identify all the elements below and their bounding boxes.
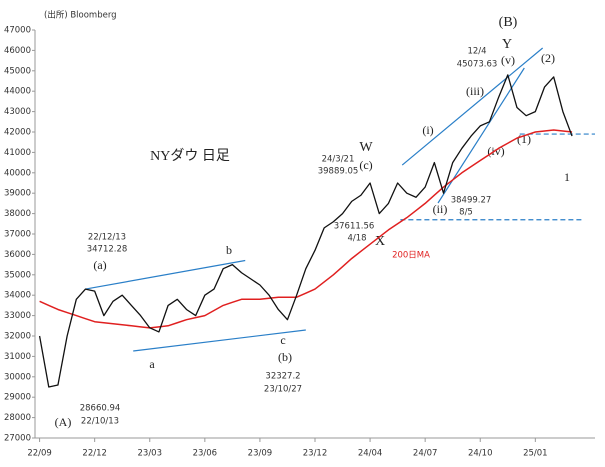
y-tick-label: 27000 <box>4 434 31 444</box>
y-tick-label: 40000 <box>4 168 31 178</box>
x-tick-label: 22/12 <box>82 449 107 459</box>
price-note: 38499.27 <box>451 196 492 206</box>
wave-label: (v) <box>501 53 515 67</box>
wave-label: (a) <box>93 258 106 272</box>
x-tick-label: 23/06 <box>193 449 218 459</box>
x-tick-label: 24/04 <box>358 449 383 459</box>
trend-line <box>133 329 306 352</box>
source: (出所) Bloomberg <box>44 10 117 21</box>
date-note: 8/5 <box>459 208 473 218</box>
y-tick-label: 31000 <box>4 352 31 362</box>
trend-line <box>401 47 544 166</box>
date-note: 24/3/21 <box>322 155 355 165</box>
x-tick-label: 23/09 <box>248 449 273 459</box>
wave-label: (i) <box>422 123 433 137</box>
x-tick-label: 22/09 <box>27 449 52 459</box>
price-note: 45073.63 <box>457 60 498 70</box>
trend-line <box>85 259 246 290</box>
y-tick-label: 28000 <box>4 413 31 423</box>
y-tick-label: 33000 <box>4 311 31 321</box>
date-note: 22/12/13 <box>88 233 126 243</box>
date-note: 23/10/27 <box>264 385 302 395</box>
wave-label: (b) <box>278 350 292 364</box>
wave-label: (c) <box>359 158 372 172</box>
y-tick-label: 39000 <box>4 189 31 199</box>
wave-label: c <box>280 333 285 347</box>
y-tick-label: 42000 <box>4 128 31 138</box>
y-tick-label: 47000 <box>4 26 31 36</box>
wave-label: b <box>226 243 232 257</box>
wave-label: (ii) <box>433 202 448 216</box>
y-tick-label: 41000 <box>4 148 31 158</box>
wave-label: a <box>149 357 155 371</box>
x-tick-label: 25/01 <box>523 449 548 459</box>
y-tick-label: 34000 <box>4 291 31 301</box>
x-tick-label: 23/12 <box>303 449 328 459</box>
price-note: 39889.05 <box>318 167 359 177</box>
wave-label: (B) <box>499 15 518 30</box>
price-note: 37611.56 <box>334 222 375 232</box>
wave-label: X <box>375 234 385 249</box>
annotations: (A) 28660.94 22/10/13 (a) 22/12/13 34712… <box>55 15 570 429</box>
y-tick-label: 36000 <box>4 250 31 260</box>
date-note: 12/4 <box>467 47 486 57</box>
price-note: 32327.2 <box>265 372 300 382</box>
price-line <box>38 74 573 388</box>
price-note: 28660.94 <box>80 404 121 414</box>
chart-title: NYダウ 日足 <box>150 148 230 164</box>
price-note: 34712.28 <box>87 245 128 255</box>
y-tick-label: 30000 <box>4 372 31 382</box>
date-note: 22/10/13 <box>81 417 119 427</box>
y-tick-label: 44000 <box>4 87 31 97</box>
wave-label: Y <box>502 37 512 52</box>
y-tick-label: 38000 <box>4 209 31 219</box>
y-tick-label: 35000 <box>4 270 31 280</box>
wave-label: W <box>359 140 373 155</box>
y-tick-label: 32000 <box>4 332 31 342</box>
y-tick-label: 46000 <box>4 46 31 56</box>
x-tick-label: 24/07 <box>413 449 438 459</box>
moving-average-line <box>39 129 573 329</box>
y-tick-label: 43000 <box>4 107 31 117</box>
wave-label: (2) <box>541 51 555 65</box>
wave-label: (iii) <box>466 84 484 98</box>
y-tick-label: 29000 <box>4 393 31 403</box>
y-tick-label: 45000 <box>4 66 31 76</box>
wave-label: (A) <box>55 415 72 429</box>
x-tick-label: 24/10 <box>468 449 493 459</box>
date-note: 4/18 <box>347 234 366 244</box>
x-tick-label: 23/03 <box>138 449 163 459</box>
wave-label: 1 <box>564 170 570 184</box>
legend-label: 200日MA <box>392 251 430 261</box>
y-tick-label: 37000 <box>4 230 31 240</box>
